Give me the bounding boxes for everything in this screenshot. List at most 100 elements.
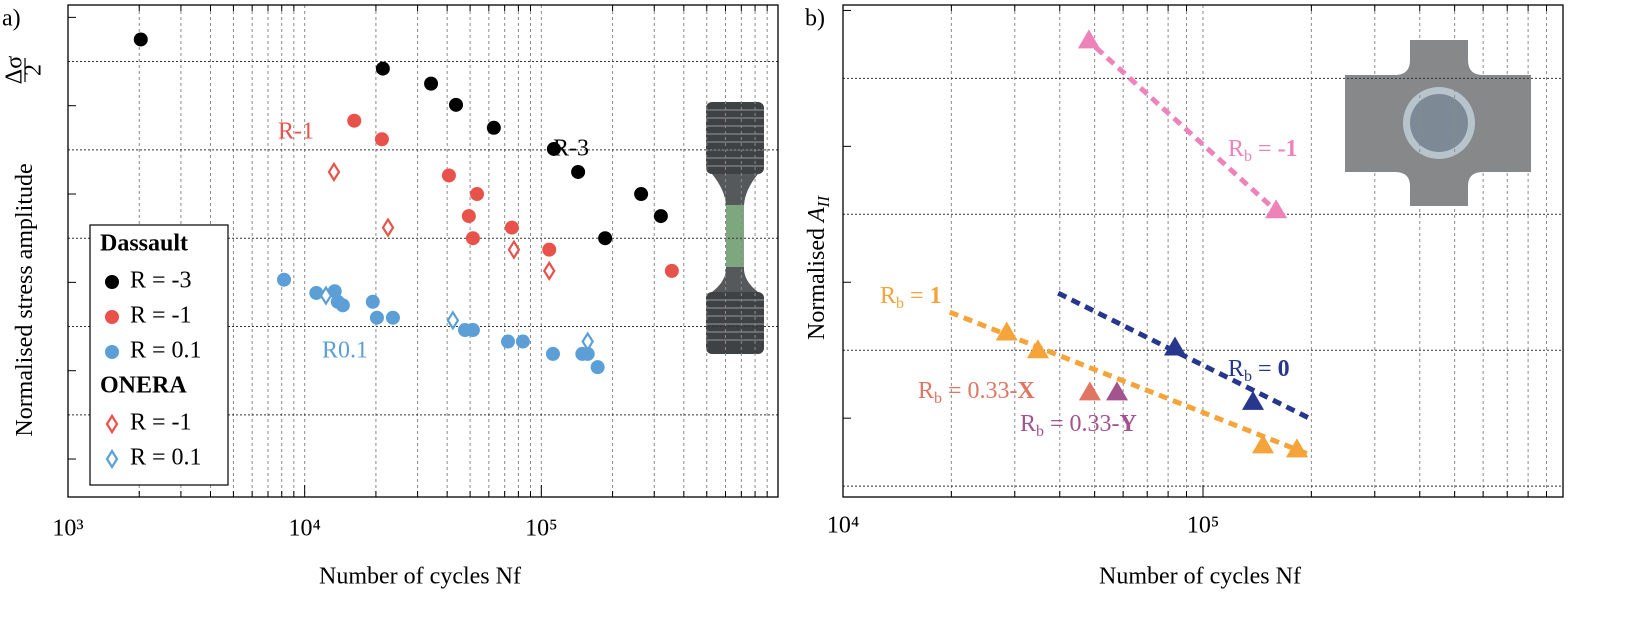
legend-label: R = -3 bbox=[130, 268, 192, 294]
data-point bbox=[546, 141, 561, 156]
label-emphasis: Y bbox=[1120, 411, 1137, 437]
label-subscript: b bbox=[934, 390, 942, 407]
panel-label: a) bbox=[2, 6, 21, 32]
label-relation: = bbox=[904, 283, 930, 309]
data-point bbox=[133, 32, 148, 47]
data-point bbox=[375, 61, 390, 76]
data-point bbox=[1026, 339, 1049, 359]
legend-marker bbox=[105, 275, 119, 289]
legend-label: R = -1 bbox=[130, 303, 192, 329]
series-label: Rb = 0 bbox=[1228, 356, 1290, 385]
label-symbol: R bbox=[880, 283, 896, 309]
annotation: R-1 bbox=[278, 119, 314, 145]
data-point bbox=[441, 168, 456, 183]
y-axis-label-text: Normalised bbox=[804, 222, 830, 340]
data-point bbox=[385, 310, 400, 325]
data-point bbox=[465, 231, 480, 246]
data-point bbox=[580, 346, 595, 361]
data-point bbox=[369, 310, 384, 325]
x-tick-label: 10⁵ bbox=[1187, 513, 1219, 539]
label-symbol: R bbox=[1020, 411, 1036, 437]
data-point bbox=[590, 360, 605, 375]
data-point bbox=[507, 239, 521, 260]
data-point bbox=[664, 263, 679, 278]
label-subscript: b bbox=[1244, 148, 1252, 165]
data-point bbox=[504, 220, 519, 235]
data-point bbox=[424, 76, 439, 91]
data-point bbox=[1265, 199, 1288, 219]
fit-line bbox=[1057, 290, 1314, 422]
x-tick-label: 10⁴ bbox=[827, 513, 859, 539]
data-point bbox=[465, 323, 480, 338]
data-point bbox=[374, 132, 389, 147]
data-point bbox=[461, 209, 476, 224]
legend-marker bbox=[105, 345, 119, 359]
fit-line bbox=[1083, 35, 1281, 215]
fraction-numerator: Δσ bbox=[2, 56, 28, 84]
label-emphasis: -1 bbox=[1278, 136, 1298, 162]
series-label: Rb = 0.33-Y bbox=[1020, 411, 1137, 440]
x-axis-label: Number of cycles Nf bbox=[1099, 564, 1301, 590]
label-emphasis: X bbox=[1018, 378, 1036, 404]
y-axis-label: Normalised stress amplitude bbox=[12, 163, 38, 436]
data-point bbox=[500, 334, 515, 349]
data-point bbox=[542, 242, 557, 257]
data-point bbox=[449, 97, 464, 112]
cruciform-photo bbox=[1345, 40, 1531, 206]
y-axis-subscript: II bbox=[814, 195, 833, 209]
data-point bbox=[319, 285, 333, 306]
label-relation: = 0.33- bbox=[1044, 411, 1120, 437]
y-axis-symbol: A bbox=[804, 207, 830, 224]
x-axis-label: Number of cycles Nf bbox=[319, 564, 521, 590]
x-tick-label: 10⁵ bbox=[525, 516, 557, 542]
label-relation: = 0.33- bbox=[942, 378, 1018, 404]
data-point bbox=[653, 209, 668, 224]
data-point bbox=[1163, 336, 1186, 356]
data-point bbox=[365, 294, 380, 309]
data-point bbox=[335, 298, 350, 313]
data-point bbox=[545, 346, 560, 361]
panel: 10³ 10⁴ 10⁵ a) Number of cycles Nf Normalised… bbox=[2, 4, 779, 590]
label-subscript: b bbox=[896, 295, 904, 312]
data-point bbox=[634, 187, 649, 202]
data-point bbox=[571, 164, 586, 179]
label-relation: = bbox=[1252, 356, 1278, 382]
y-axis-label: Normalised AII bbox=[804, 195, 833, 340]
label-symbol: R bbox=[918, 378, 934, 404]
specimen-photo bbox=[700, 98, 770, 358]
legend-group: ONERA bbox=[100, 373, 187, 399]
legend-label: R = 0.1 bbox=[130, 338, 202, 364]
label-relation: = bbox=[1252, 136, 1278, 162]
data-point bbox=[486, 120, 501, 135]
data-point bbox=[1106, 381, 1129, 401]
series-label: Rb = -1 bbox=[1228, 136, 1298, 165]
legend-marker bbox=[105, 310, 119, 324]
label-emphasis: 1 bbox=[930, 283, 942, 309]
legend-marker bbox=[105, 448, 119, 470]
data-point bbox=[515, 334, 530, 349]
annotation: R0.1 bbox=[322, 338, 368, 364]
data-point bbox=[581, 331, 594, 352]
data-point bbox=[446, 310, 460, 331]
data-point bbox=[1252, 434, 1275, 454]
data-point bbox=[1285, 438, 1308, 458]
x-tick-label: 10⁴ bbox=[288, 516, 320, 542]
fraction-denominator: 2 bbox=[21, 64, 47, 76]
panel-label: b) bbox=[805, 6, 825, 32]
data-point bbox=[381, 217, 395, 238]
legend-label: R = 0.1 bbox=[130, 445, 202, 471]
label-subscript: b bbox=[1036, 423, 1044, 440]
legend-marker bbox=[105, 413, 119, 435]
label-symbol: R bbox=[1228, 356, 1244, 382]
plot-frame bbox=[842, 4, 1564, 498]
data-point bbox=[995, 321, 1018, 341]
data-point bbox=[470, 187, 485, 202]
legend-group: Dassault bbox=[100, 231, 188, 257]
data-point bbox=[1078, 381, 1101, 401]
label-emphasis: 0 bbox=[1278, 356, 1290, 382]
data-point bbox=[1242, 390, 1265, 410]
data-point bbox=[347, 113, 362, 128]
data-point bbox=[309, 285, 324, 300]
